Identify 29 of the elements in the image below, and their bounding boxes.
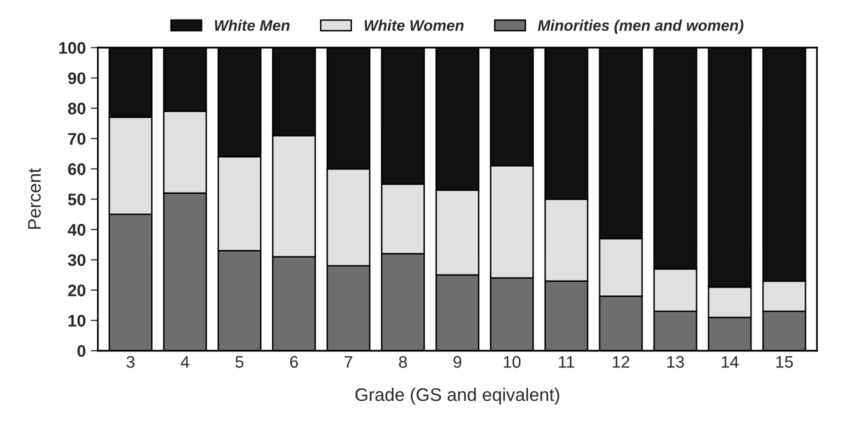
x-tick-label: 9 — [454, 356, 462, 368]
y-axis-title: Percent — [28, 168, 41, 229]
legend-label: White Men — [214, 20, 290, 31]
x-axis-title: Grade (GS and eqivalent) — [355, 388, 560, 405]
x-tick-label: 13 — [667, 356, 684, 368]
y-tick-label: 0 — [77, 345, 86, 357]
x-tick-label: 4 — [180, 356, 190, 368]
x-tick-label: 10 — [504, 356, 521, 368]
x-tick-label: 12 — [612, 356, 630, 368]
y-tick-label: 60 — [68, 163, 86, 176]
y-tick-label: 50 — [68, 194, 86, 206]
y-tick-label: 30 — [68, 254, 86, 266]
x-tick-label: 15 — [776, 356, 793, 368]
y-tick-label: 100 — [59, 42, 86, 54]
x-tick-label: 5 — [236, 356, 244, 368]
y-tick-label: 90 — [68, 72, 86, 84]
legend-label: Minorities (men and women) — [538, 20, 744, 34]
x-tick-label: 3 — [126, 356, 134, 368]
y-tick-label: 80 — [68, 102, 86, 114]
x-tick-label: 8 — [399, 356, 407, 368]
y-tick-label: 40 — [68, 224, 86, 236]
x-tick-label: 11 — [558, 356, 574, 368]
legend-label: White Women — [364, 20, 464, 31]
x-tick-label: 7 — [344, 356, 352, 368]
x-tick-label: 14 — [722, 356, 739, 368]
x-tick-label: 6 — [290, 356, 298, 368]
y-tick-label: 10 — [68, 314, 86, 327]
y-tick-label: 20 — [68, 284, 86, 296]
y-tick-label: 70 — [68, 132, 86, 145]
